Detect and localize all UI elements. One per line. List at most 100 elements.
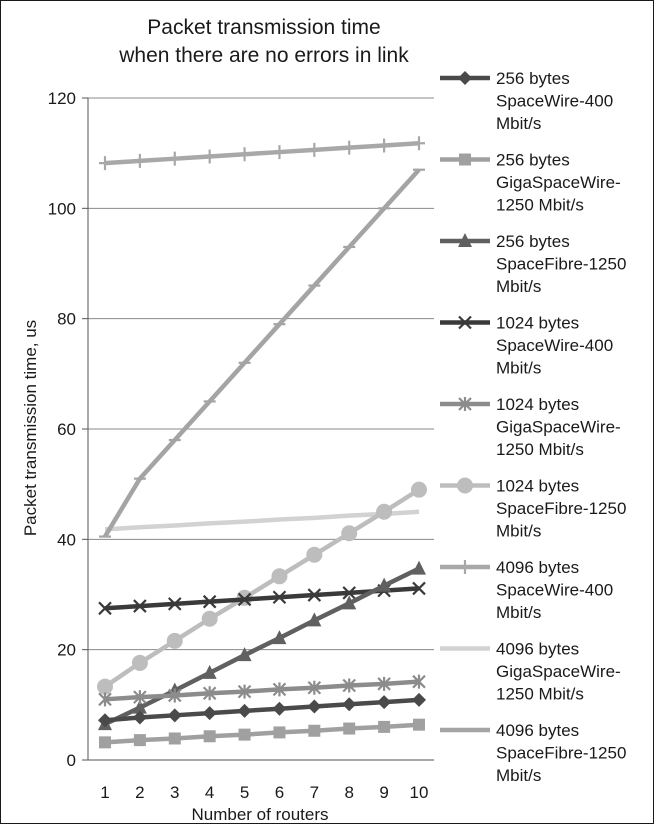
legend-label: Mbit/s <box>496 522 541 541</box>
data-point <box>413 718 425 731</box>
legend: 256 bytes SpaceWire-400 Mbit/s 256 bytes Gig… <box>440 69 626 785</box>
data-point <box>413 136 425 151</box>
legend-label: Mbit/s <box>496 114 541 133</box>
data-point <box>202 686 217 701</box>
axes <box>87 98 434 761</box>
legend-item: 256 bytes GigaSpaceWire- 1250 Mbit/s <box>440 151 621 215</box>
y-tick-label: 80 <box>57 310 76 329</box>
data-point <box>133 599 147 613</box>
data-point <box>411 481 427 498</box>
data-point <box>412 674 426 689</box>
series-line <box>104 697 420 723</box>
series-line <box>104 509 420 532</box>
data-point <box>132 710 147 725</box>
data-point <box>131 654 148 671</box>
x-tick-label: 7 <box>310 783 319 802</box>
legend-label: 4096 bytes <box>496 721 579 740</box>
series-1 <box>98 692 426 728</box>
legend-label: 1250 Mbit/s <box>496 440 584 459</box>
data-point <box>306 546 323 563</box>
data-point <box>308 142 321 157</box>
data-point <box>458 71 472 85</box>
data-point <box>133 734 146 747</box>
legend-label: SpaceFibre-1250 <box>496 499 626 518</box>
data-point <box>271 568 288 585</box>
legend-item: 4096 bytes GigaSpaceWire- 1250 Mbit/s <box>440 640 621 704</box>
data-point <box>168 732 181 745</box>
data-point <box>378 720 391 733</box>
data-point <box>237 684 252 699</box>
data-point <box>342 586 356 600</box>
data-point <box>341 525 358 542</box>
legend-label: 256 bytes <box>496 151 570 170</box>
y-tick-label: 0 <box>67 751 76 770</box>
legend-label: SpaceWire-400 <box>496 92 613 111</box>
series-line <box>104 586 420 611</box>
data-point <box>167 708 182 723</box>
data-point <box>412 692 426 707</box>
data-point <box>98 692 112 707</box>
x-tick-label: 6 <box>275 783 284 802</box>
x-tick-label: 1 <box>100 783 109 802</box>
legend-label: GigaSpaceWire- <box>496 173 621 192</box>
data-point <box>168 688 182 703</box>
data-point <box>238 147 251 162</box>
legend-label: GigaSpaceWire- <box>496 662 621 681</box>
data-point <box>343 722 356 735</box>
legend-item: 4096 bytes SpaceWire-400 Mbit/s <box>440 558 613 622</box>
data-point <box>272 701 287 716</box>
data-point <box>133 690 147 705</box>
data-point <box>203 149 216 164</box>
data-point <box>307 699 322 714</box>
data-point <box>98 601 112 616</box>
legend-label: GigaSpaceWire- <box>496 418 621 437</box>
x-axis-label: Number of routers <box>192 805 329 824</box>
data-point <box>238 728 251 741</box>
legend-item: 4096 bytes SpaceFibre-1250 Mbit/s <box>440 721 626 785</box>
legend-label: Mbit/s <box>496 603 541 622</box>
data-point <box>412 581 426 596</box>
legend-item: 1024 bytes SpaceWire-400 Mbit/s <box>440 314 613 378</box>
series-line <box>104 722 420 745</box>
data-point <box>342 678 356 693</box>
data-point <box>272 630 287 645</box>
data-point <box>458 315 472 330</box>
legend-label: 1250 Mbit/s <box>496 685 584 704</box>
data-point <box>168 151 181 166</box>
data-point <box>99 736 111 749</box>
y-tick-labels: 0 20 40 60 80 100 120 <box>48 89 76 770</box>
chart-title: Packet transmission time when there are … <box>118 16 409 67</box>
legend-label: 1024 bytes <box>496 314 579 333</box>
gridlines <box>82 97 434 761</box>
series-line <box>103 487 421 689</box>
data-point <box>97 678 113 695</box>
chart-title-line-1: Packet transmission time <box>147 16 380 39</box>
data-point <box>168 597 182 611</box>
data-point <box>202 706 217 721</box>
series-4 <box>98 581 426 616</box>
data-point <box>273 145 286 160</box>
data-point <box>457 477 473 494</box>
x-tick-label: 5 <box>240 783 249 802</box>
legend-label: 4096 bytes <box>496 558 579 577</box>
data-point <box>377 676 391 691</box>
data-point <box>166 632 183 649</box>
y-tick-label: 100 <box>48 199 76 218</box>
data-point <box>98 713 112 728</box>
x-tick-label: 9 <box>379 783 388 802</box>
legend-label: Mbit/s <box>496 277 541 296</box>
y-tick-label: 120 <box>48 89 76 108</box>
series-9 <box>99 168 425 538</box>
data-point <box>272 682 287 697</box>
series-8 <box>104 509 420 532</box>
legend-label: 256 bytes <box>496 232 570 251</box>
data-point <box>201 610 218 627</box>
legend-label: SpaceWire-400 <box>496 581 613 600</box>
legend-label: 4096 bytes <box>496 640 579 659</box>
data-point <box>237 592 252 607</box>
series-line <box>103 168 421 538</box>
series-line <box>104 566 420 727</box>
x-tick-label: 3 <box>170 783 179 802</box>
y-tick-label: 40 <box>57 530 76 549</box>
